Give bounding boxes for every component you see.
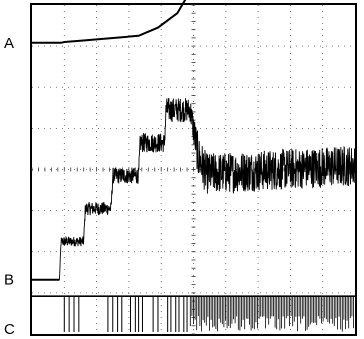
traces	[32, 0, 356, 332]
channel-label-c: C	[4, 321, 15, 338]
channel-labels: A B C	[4, 35, 15, 338]
trace-a-line	[32, 0, 187, 44]
channel-label-a: A	[4, 35, 14, 52]
graticule	[31, 4, 356, 335]
channel-label-b: B	[4, 272, 14, 289]
trace-c-dense-pulses	[189, 296, 354, 332]
trace-b-line	[32, 97, 356, 281]
